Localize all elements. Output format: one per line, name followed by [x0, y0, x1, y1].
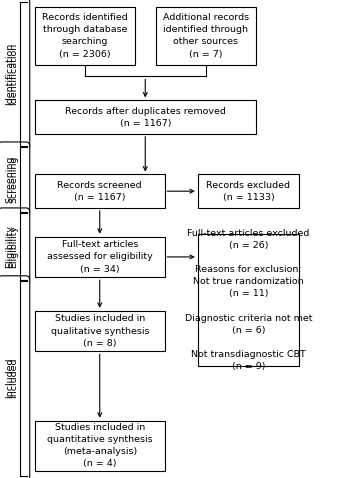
FancyBboxPatch shape: [35, 100, 256, 134]
Text: Records excluded
(n = 1133): Records excluded (n = 1133): [206, 181, 290, 202]
Text: Studies included in
quantitative synthesis
(meta-analysis)
(n = 4): Studies included in quantitative synthes…: [47, 423, 153, 468]
FancyBboxPatch shape: [156, 7, 256, 65]
Text: Included: Included: [9, 358, 19, 398]
Text: Identification: Identification: [9, 43, 19, 105]
Text: Records screened
(n = 1167): Records screened (n = 1167): [57, 181, 142, 202]
FancyBboxPatch shape: [35, 421, 164, 471]
Text: Screening: Screening: [9, 155, 19, 203]
Text: Included: Included: [5, 358, 14, 398]
Text: Additional records
identified through
other sources
(n = 7): Additional records identified through ot…: [162, 13, 249, 59]
FancyBboxPatch shape: [198, 174, 299, 208]
FancyBboxPatch shape: [35, 237, 164, 277]
Text: Eligibility: Eligibility: [9, 225, 19, 268]
Text: Full-text articles excluded
(n = 26)

Reasons for exclusion:
Not true randomizat: Full-text articles excluded (n = 26) Rea…: [185, 228, 312, 371]
FancyBboxPatch shape: [35, 7, 135, 65]
Text: Eligibility: Eligibility: [5, 225, 14, 268]
FancyBboxPatch shape: [0, 0, 30, 151]
FancyBboxPatch shape: [0, 142, 30, 217]
Text: Screening: Screening: [5, 155, 14, 203]
FancyBboxPatch shape: [0, 208, 30, 284]
Text: Records after duplicates removed
(n = 1167): Records after duplicates removed (n = 11…: [65, 107, 226, 128]
FancyBboxPatch shape: [35, 174, 164, 208]
FancyBboxPatch shape: [0, 276, 30, 478]
Text: Identification: Identification: [5, 43, 14, 105]
FancyBboxPatch shape: [198, 234, 299, 366]
Text: Full-text articles
assessed for eligibility
(n = 34): Full-text articles assessed for eligibil…: [47, 240, 153, 273]
Text: Records identified
through database
searching
(n = 2306): Records identified through database sear…: [42, 13, 128, 59]
Text: Studies included in
qualitative synthesis
(n = 8): Studies included in qualitative synthesi…: [50, 315, 149, 348]
FancyBboxPatch shape: [35, 311, 164, 351]
